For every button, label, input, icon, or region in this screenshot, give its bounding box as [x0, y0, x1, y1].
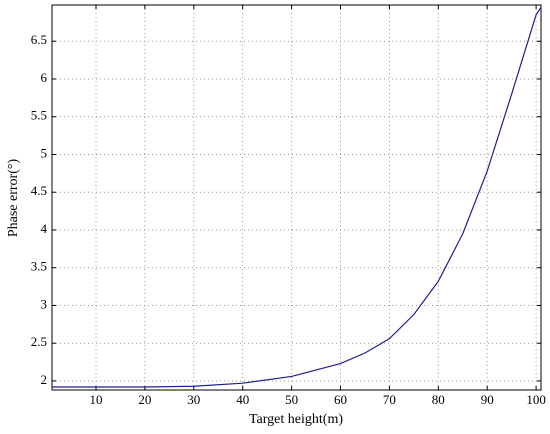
- x-tick-label: 10: [90, 392, 103, 407]
- x-tick-label: 80: [432, 392, 445, 407]
- y-tick-label: 5: [41, 145, 48, 160]
- y-tick-label: 2: [41, 372, 48, 387]
- y-tick-label: 3: [41, 296, 48, 311]
- y-tick-label: 3.5: [31, 259, 47, 274]
- y-tick-label: 2.5: [31, 334, 47, 349]
- y-tick-label: 6.5: [31, 32, 47, 47]
- data-line: [52, 6, 542, 388]
- y-tick-label: 5.5: [31, 108, 47, 123]
- y-tick-label: 6: [41, 70, 48, 85]
- x-tick-label: 30: [187, 392, 200, 407]
- y-axis-label: Phase error(°): [6, 159, 21, 238]
- x-tick-label: 50: [285, 392, 298, 407]
- x-tick-label: 100: [526, 392, 546, 407]
- y-tick-label: 4: [41, 221, 48, 236]
- plot-frame: [51, 4, 542, 391]
- x-tick-label: 70: [383, 392, 396, 407]
- y-tick-label: 4.5: [31, 183, 47, 198]
- x-tick-label: 20: [138, 392, 151, 407]
- x-tick-label: 90: [481, 392, 494, 407]
- x-axis-label: Target height(m): [249, 412, 343, 427]
- x-tick-label: 40: [236, 392, 249, 407]
- x-tick-label: 60: [334, 392, 347, 407]
